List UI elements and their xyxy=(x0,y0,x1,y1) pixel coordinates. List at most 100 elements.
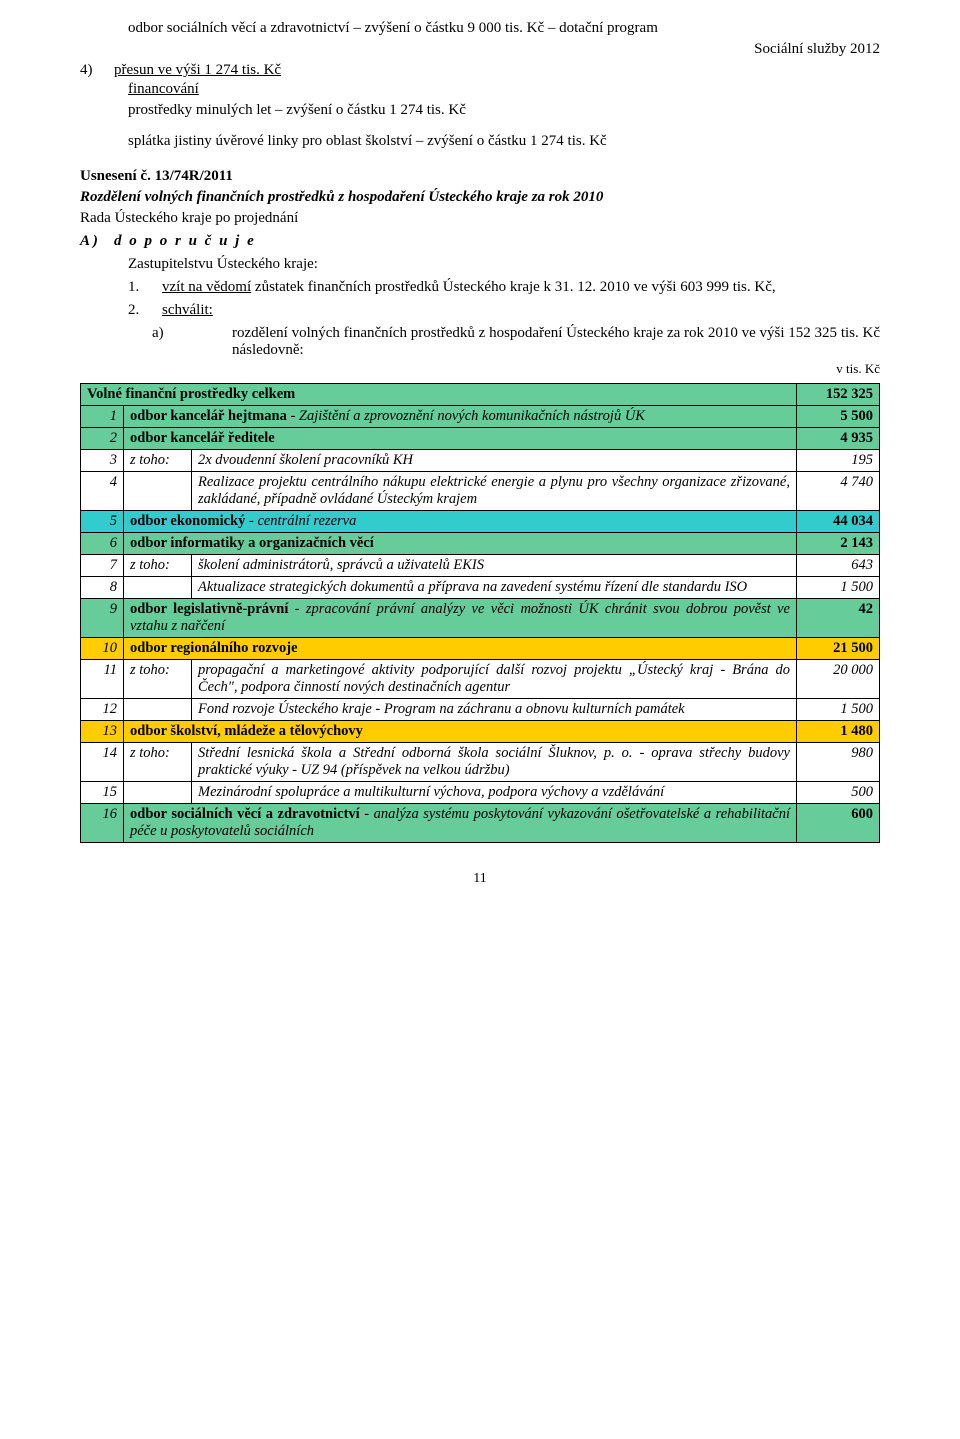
splatka-text: splátka jistiny úvěrové linky pro oblast… xyxy=(80,133,880,150)
usneseni-label: Usnesení č. 13/74R/2011 xyxy=(80,168,880,185)
row-number: 5 xyxy=(81,511,124,533)
row-desc: Aktualizace strategických dokumentů a př… xyxy=(192,577,797,599)
point-2a-marker: a) xyxy=(152,325,232,359)
row-desc: propagační a marketingové aktivity podpo… xyxy=(192,660,797,699)
table-row: 10odbor regionálního rozvoje21 500 xyxy=(81,638,880,660)
row-desc: odbor sociálních věcí a zdravotnictví - … xyxy=(124,804,797,843)
point-1-text: vzít na vědomí zůstatek finančních prost… xyxy=(162,279,880,296)
table-row: 16odbor sociálních věcí a zdravotnictví … xyxy=(81,804,880,843)
point-2-text: schválit: xyxy=(162,302,880,319)
row-value: 4 935 xyxy=(797,428,880,450)
row-value: 4 740 xyxy=(797,472,880,511)
row-number: 8 xyxy=(81,577,124,599)
table-row: 3z toho:2x dvoudenní školení pracovníků … xyxy=(81,450,880,472)
table-row: 15 Mezinárodní spolupráce a multikulturní… xyxy=(81,782,880,804)
usneseni-title: Rozdělení volných finančních prostředků … xyxy=(80,189,880,206)
row-ztoho xyxy=(124,472,192,511)
page-number: 11 xyxy=(80,871,880,887)
row-number: 11 xyxy=(81,660,124,699)
row-number: 2 xyxy=(81,428,124,450)
table-row: 11z toho:propagační a marketingové aktiv… xyxy=(81,660,880,699)
rada-text: Rada Ústeckého kraje po projednání xyxy=(80,210,880,227)
row-desc: odbor informatiky a organizačních věcí xyxy=(124,533,797,555)
point-1: 1. vzít na vědomí zůstatek finančních pr… xyxy=(80,279,880,296)
row-value: 5 500 xyxy=(797,406,880,428)
row-value: 500 xyxy=(797,782,880,804)
row-value: 20 000 xyxy=(797,660,880,699)
row-desc: odbor ekonomický - centrální rezerva xyxy=(124,511,797,533)
row-desc: Střední lesnická škola a Střední odborná… xyxy=(192,743,797,782)
row-number: 3 xyxy=(81,450,124,472)
row-number: 15 xyxy=(81,782,124,804)
row-number: 1 xyxy=(81,406,124,428)
row-number: 7 xyxy=(81,555,124,577)
row-value: 44 034 xyxy=(797,511,880,533)
intro-line-2: Sociální služby 2012 xyxy=(80,41,880,58)
row-value: 42 xyxy=(797,599,880,638)
row-desc: Fond rozvoje Ústeckého kraje - Program n… xyxy=(192,699,797,721)
point-1-marker: 1. xyxy=(128,279,162,296)
row-value: 643 xyxy=(797,555,880,577)
row-value: 1 480 xyxy=(797,721,880,743)
point-1-pre: vzít na vědomí xyxy=(162,279,251,295)
table-row: 12 Fond rozvoje Ústeckého kraje - Program… xyxy=(81,699,880,721)
table-row: 1odbor kancelář hejtmana - Zajištění a z… xyxy=(81,406,880,428)
table-row: 8 Aktualizace strategických dokumentů a p… xyxy=(81,577,880,599)
row-ztoho xyxy=(124,577,192,599)
row-number: 6 xyxy=(81,533,124,555)
table-row: 2odbor kancelář ředitele4 935 xyxy=(81,428,880,450)
row-number: 4 xyxy=(81,472,124,511)
row-number: 12 xyxy=(81,699,124,721)
row-number: 9 xyxy=(81,599,124,638)
row-ztoho xyxy=(124,782,192,804)
row-ztoho: z toho: xyxy=(124,660,192,699)
row-number: 14 xyxy=(81,743,124,782)
row-number: 16 xyxy=(81,804,124,843)
point-1-rest: zůstatek finančních prostředků Ústeckého… xyxy=(251,279,775,295)
unit-label: v tis. Kč xyxy=(80,361,880,377)
item-4-marker: 4) xyxy=(80,62,114,79)
row-value: 600 xyxy=(797,804,880,843)
row-desc: Mezinárodní spolupráce a multikulturní v… xyxy=(192,782,797,804)
row-value: 1 500 xyxy=(797,577,880,599)
row-desc: školení administrátorů, správců a uživat… xyxy=(192,555,797,577)
row-desc: odbor legislativně-právní - zpracování p… xyxy=(124,599,797,638)
financovani-label: financování xyxy=(80,81,880,98)
row-desc: odbor kancelář hejtmana - Zajištění a zp… xyxy=(124,406,797,428)
row-ztoho: z toho: xyxy=(124,450,192,472)
row-ztoho xyxy=(124,699,192,721)
row-desc: odbor kancelář ředitele xyxy=(124,428,797,450)
point-2: 2. schválit: xyxy=(80,302,880,319)
point-2a-text: rozdělení volných finančních prostředků … xyxy=(232,325,880,359)
row-value: 21 500 xyxy=(797,638,880,660)
item-4-text: přesun ve výši 1 274 tis. Kč xyxy=(114,62,880,79)
point-2a: a) rozdělení volných finančních prostřed… xyxy=(80,325,880,359)
table-row: 4 Realizace projektu centrálního nákupu e… xyxy=(81,472,880,511)
table-row: 6odbor informatiky a organizačních věcí2… xyxy=(81,533,880,555)
row-desc: Realizace projektu centrálního nákupu el… xyxy=(192,472,797,511)
section-a: A ) d o p o r u č u j e xyxy=(80,233,880,250)
point-2-marker: 2. xyxy=(128,302,162,319)
row-ztoho: z toho: xyxy=(124,555,192,577)
row-value: 1 500 xyxy=(797,699,880,721)
intro-line-1: odbor sociálních věcí a zdravotnictví – … xyxy=(80,20,880,37)
row-number: 13 xyxy=(81,721,124,743)
table-row: 5odbor ekonomický - centrální rezerva44 … xyxy=(81,511,880,533)
item-4: 4) přesun ve výši 1 274 tis. Kč xyxy=(80,62,880,79)
table-row: 9odbor legislativně-právní - zpracování … xyxy=(81,599,880,638)
row-value: 980 xyxy=(797,743,880,782)
table-row: 7z toho:školení administrátorů, správců … xyxy=(81,555,880,577)
allocation-table: Volné finanční prostředky celkem 152 325… xyxy=(80,383,880,843)
head-label: Volné finanční prostředky celkem xyxy=(81,384,797,406)
row-value: 2 143 xyxy=(797,533,880,555)
row-number: 10 xyxy=(81,638,124,660)
table-row: 13odbor školství, mládeže a tělovýchovy1… xyxy=(81,721,880,743)
row-desc: odbor školství, mládeže a tělovýchovy xyxy=(124,721,797,743)
row-ztoho: z toho: xyxy=(124,743,192,782)
table-row: 14z toho:Střední lesnická škola a Středn… xyxy=(81,743,880,782)
section-a-marker: A ) xyxy=(80,233,114,250)
head-value: 152 325 xyxy=(797,384,880,406)
row-desc: odbor regionálního rozvoje xyxy=(124,638,797,660)
table-head-row: Volné finanční prostředky celkem 152 325 xyxy=(81,384,880,406)
financovani-text: prostředky minulých let – zvýšení o část… xyxy=(80,102,880,119)
